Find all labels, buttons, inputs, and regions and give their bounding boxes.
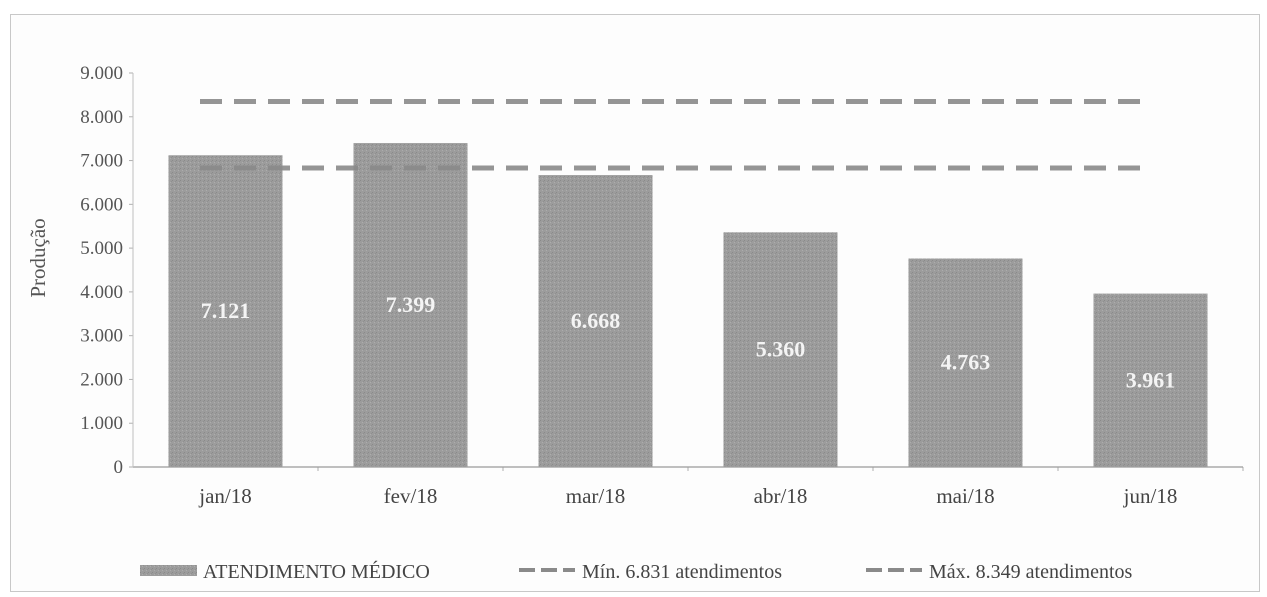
- x-tick-label: jun/18: [1123, 484, 1178, 508]
- x-tick-label: jan/18: [198, 484, 252, 508]
- data-label: 7.121: [201, 298, 251, 323]
- data-labels: 7.121 7.399 6.668 5.360 4.763 3.961: [201, 292, 1176, 392]
- y-tick-label: 9.000: [80, 63, 123, 84]
- y-tick-label: 7.000: [80, 151, 123, 172]
- bar: [538, 175, 653, 467]
- legend: ATENDIMENTO MÉDICO Mín. 6.831 atendiment…: [140, 560, 1133, 583]
- legend-bar-label: ATENDIMENTO MÉDICO: [203, 560, 430, 583]
- y-tick-label: 1.000: [80, 413, 123, 434]
- y-tick-label: 3.000: [80, 326, 123, 347]
- y-tick-label: 8.000: [80, 107, 123, 128]
- y-tick-label: 0: [114, 457, 124, 478]
- bar: [908, 258, 1023, 467]
- legend-max-label: Máx. 8.349 atendimentos: [929, 561, 1133, 583]
- y-axis-label: Produção: [26, 218, 50, 297]
- bar: [353, 143, 468, 467]
- legend-min-label: Mín. 6.831 atendimentos: [582, 561, 782, 583]
- y-tick-label: 5.000: [80, 238, 123, 259]
- bars: [168, 143, 1208, 468]
- y-tick-label: 6.000: [80, 194, 123, 215]
- bar: [168, 155, 283, 468]
- reference-lines: [200, 98, 1150, 171]
- x-axis-ticks: jan/18 fev/18 mar/18 abr/18 mai/18 jun/18: [198, 467, 1244, 508]
- data-label: 7.399: [386, 292, 436, 317]
- x-tick-label: fev/18: [384, 484, 438, 508]
- data-label: 3.961: [1126, 367, 1176, 392]
- data-label: 6.668: [571, 308, 621, 333]
- y-axis-ticks: 0 1.000 2.000 3.000 4.000 5.000 6.000 7.000 8.00…: [80, 63, 133, 478]
- x-tick-label: mai/18: [936, 484, 994, 508]
- x-tick-label: abr/18: [754, 484, 808, 508]
- x-tick-label: mar/18: [566, 484, 625, 508]
- y-tick-label: 4.000: [80, 282, 123, 303]
- data-label: 4.763: [941, 350, 991, 375]
- data-label: 5.360: [756, 337, 806, 362]
- y-tick-label: 2.000: [80, 369, 123, 390]
- bar: [1093, 293, 1208, 467]
- bar: [723, 232, 838, 467]
- legend-bar-swatch: [140, 565, 197, 576]
